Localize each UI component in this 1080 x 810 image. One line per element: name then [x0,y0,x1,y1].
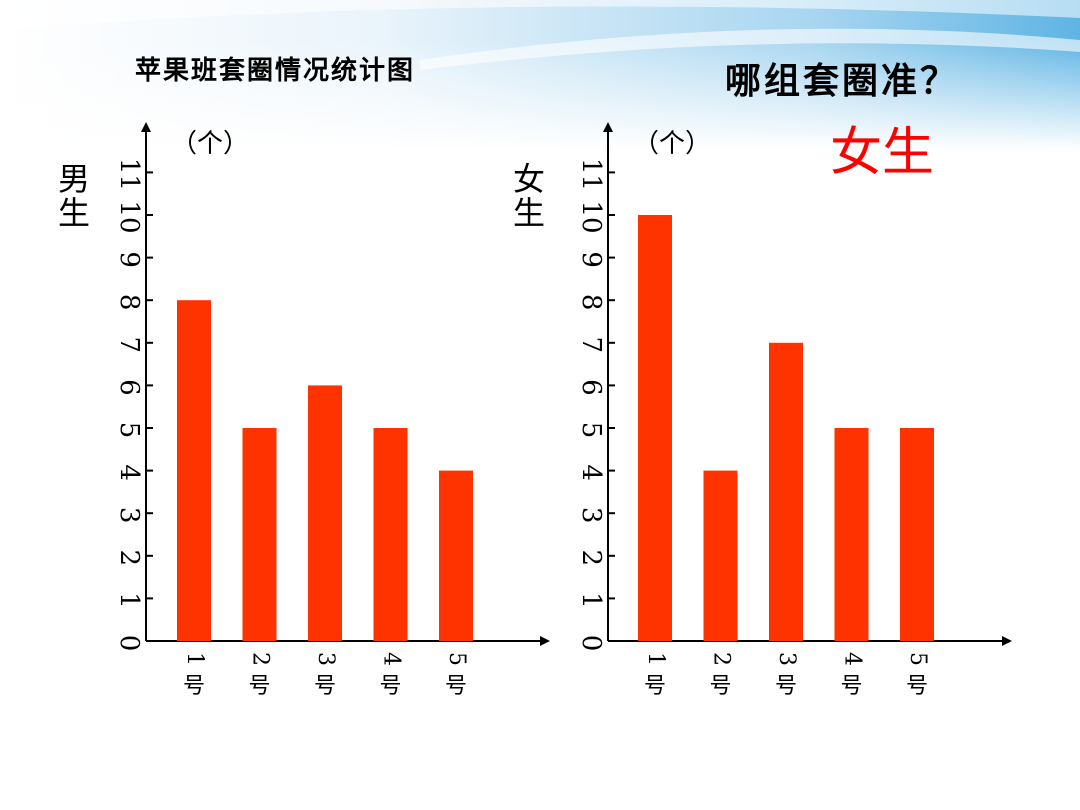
y-tick-label: 1 [114,592,144,609]
bar-4 [373,428,408,641]
y-tick-label: 4 [114,464,144,481]
x-tick-label-suffix: 号 [379,674,401,699]
y-axis-group-label: 女 [513,160,545,198]
y-tick-label: 1 [576,592,606,609]
x-tick-label-suffix: 号 [248,674,270,699]
y-tick-label: 0 [114,635,144,652]
y-axis-group-label: 生 [58,194,90,232]
x-tick-label-suffix: 号 [445,674,467,699]
x-tick-label-suffix: 号 [644,674,666,699]
x-tick-label-number: 1 [643,652,668,666]
bar-3 [769,342,803,641]
bar-1 [638,215,672,641]
x-tick-label-number: 2 [709,652,734,666]
y-axis-group-label: 生 [513,194,545,232]
bar-2 [242,428,277,641]
x-axis-arrow [540,636,550,646]
x-tick-label-number: 3 [774,652,799,666]
x-tick-label-number: 4 [840,652,865,666]
y-tick-label: 9 [114,251,144,268]
bar-3 [308,385,342,641]
y-tick-label: 0 [576,635,606,652]
x-tick-label-number: 3 [313,652,338,666]
y-tick-label: 3 [576,507,606,524]
x-tick-label-suffix: 号 [183,674,205,699]
x-tick-label-suffix: 号 [314,674,336,699]
y-tick-label: 9 [576,251,606,268]
y-tick-label: 10 [576,200,606,233]
x-tick-label-suffix: 号 [840,674,862,699]
y-tick-label: 7 [114,337,144,354]
y-tick-label: 6 [576,379,606,396]
bar-2 [703,470,738,641]
y-tick-label: 3 [114,507,144,524]
x-tick-label-suffix: 号 [709,674,731,699]
y-unit-label: （个） [171,129,249,159]
y-tick-label: 5 [114,422,144,439]
y-tick-label: 8 [576,294,606,311]
y-axis-arrow [141,122,151,132]
bar-5 [900,428,934,641]
y-tick-label: 8 [114,294,144,311]
y-tick-label: 4 [576,464,606,481]
bar-5 [439,470,473,641]
y-unit-label: （个） [633,129,711,159]
answer-highlight: 女生 [830,123,935,183]
y-tick-label: 10 [114,200,144,233]
y-tick-label: 6 [114,379,144,396]
chart-main-title: 苹果班套圈情况统计图 [135,56,416,86]
x-tick-label-number: 2 [248,652,273,666]
x-tick-label-number: 4 [379,652,404,666]
x-tick-label-suffix: 号 [906,674,928,699]
x-tick-label-number: 1 [182,652,207,666]
y-tick-label: 2 [114,550,144,567]
x-tick-label-suffix: 号 [775,674,797,699]
x-tick-label-number: 5 [444,652,469,666]
x-axis-arrow [1002,636,1012,646]
x-tick-label-number: 5 [905,652,930,666]
y-tick-label: 5 [576,422,606,439]
y-axis-arrow [603,122,613,132]
y-tick-label: 2 [576,550,606,567]
y-tick-label: 11 [576,158,606,191]
bar-4 [834,428,869,641]
y-axis-group-label: 男 [58,160,90,198]
y-tick-label: 11 [114,158,144,191]
question-text: 哪组套圈准？ [725,61,960,102]
y-tick-label: 7 [576,337,606,354]
bar-1 [177,300,211,641]
